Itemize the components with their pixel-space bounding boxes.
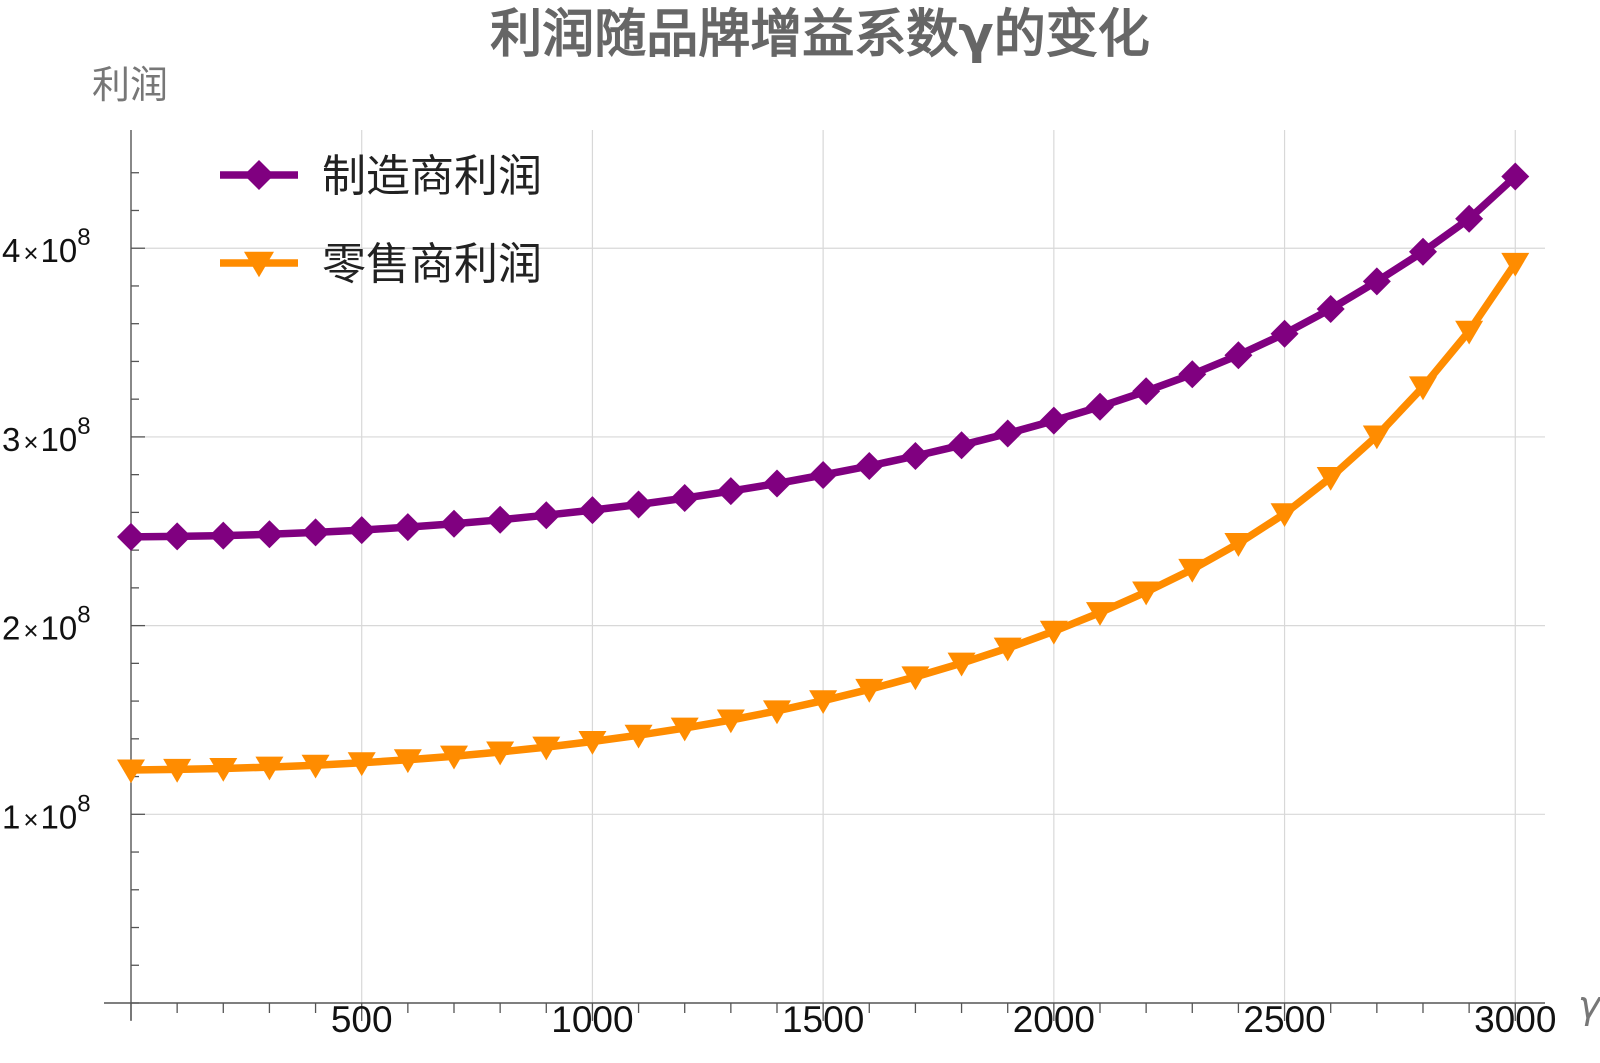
data-point bbox=[1455, 320, 1484, 345]
data-point bbox=[255, 756, 284, 781]
data-point bbox=[624, 490, 653, 519]
data-point bbox=[347, 516, 376, 545]
series-2 bbox=[117, 252, 1530, 784]
data-point bbox=[809, 461, 838, 490]
legend-item-1: 制造商利润 bbox=[220, 151, 542, 202]
legend-label: 制造商利润 bbox=[322, 151, 542, 202]
data-point bbox=[439, 745, 468, 770]
data-point bbox=[762, 700, 791, 725]
data-point bbox=[855, 451, 884, 480]
legend-marker bbox=[244, 160, 274, 190]
data-point bbox=[301, 754, 330, 779]
data-point bbox=[1039, 406, 1068, 435]
data-point bbox=[1085, 602, 1114, 626]
x-tick-label: 1500 bbox=[782, 999, 864, 1040]
data-point bbox=[670, 717, 699, 742]
data-point bbox=[1501, 252, 1530, 277]
data-point bbox=[1455, 204, 1484, 233]
data-point bbox=[439, 509, 468, 538]
x-tick-label: 1000 bbox=[551, 999, 633, 1040]
data-point bbox=[578, 496, 607, 525]
data-point bbox=[1408, 376, 1437, 401]
y-tick-label: 3 ×108 bbox=[2, 413, 91, 458]
data-point bbox=[393, 749, 422, 774]
data-point bbox=[809, 690, 838, 715]
x-tick-label: 2000 bbox=[1013, 999, 1095, 1040]
data-point bbox=[716, 477, 745, 506]
data-point bbox=[947, 431, 976, 460]
legend-item-2: 零售商利润 bbox=[220, 239, 542, 290]
data-point bbox=[1178, 558, 1207, 583]
x-tick-label: 500 bbox=[331, 999, 393, 1040]
y-axis-label: 利润 bbox=[92, 63, 168, 107]
data-point bbox=[670, 484, 699, 513]
data-point bbox=[624, 724, 653, 749]
x-axis-label: γ bbox=[1578, 983, 1600, 1027]
chart-title: 利润随品牌增益系数γ的变化 bbox=[490, 5, 1149, 65]
data-point bbox=[117, 759, 145, 784]
data-point bbox=[1408, 237, 1437, 266]
data-point bbox=[901, 441, 930, 470]
data-point bbox=[1362, 425, 1391, 450]
data-point bbox=[1270, 503, 1299, 528]
data-point bbox=[209, 521, 238, 550]
data-point bbox=[716, 709, 745, 734]
data-point bbox=[1362, 267, 1391, 296]
data-point bbox=[1039, 620, 1068, 645]
data-point bbox=[1132, 581, 1161, 606]
data-point bbox=[1270, 319, 1299, 348]
data-point bbox=[209, 757, 238, 782]
data-point bbox=[1224, 341, 1253, 370]
data-point bbox=[532, 736, 561, 761]
data-point bbox=[163, 522, 192, 551]
data-point bbox=[947, 652, 976, 677]
x-tick-label: 3000 bbox=[1474, 999, 1556, 1040]
y-tick-label: 1 ×108 bbox=[2, 790, 91, 835]
data-point bbox=[578, 730, 607, 755]
data-point bbox=[762, 469, 791, 498]
legend-label: 零售商利润 bbox=[322, 239, 542, 290]
data-point bbox=[532, 501, 561, 530]
data-point bbox=[117, 522, 145, 551]
y-tick-label: 2 ×108 bbox=[2, 602, 91, 647]
data-point bbox=[901, 666, 930, 691]
axes bbox=[104, 130, 1545, 1020]
data-point bbox=[1501, 162, 1530, 191]
data-point bbox=[347, 752, 376, 777]
data-point bbox=[1132, 377, 1161, 406]
series-1 bbox=[117, 162, 1530, 551]
data-point bbox=[1224, 533, 1253, 557]
legend-marker bbox=[244, 251, 274, 278]
data-point bbox=[393, 513, 422, 542]
data-point bbox=[163, 758, 192, 783]
x-tick-label: 2500 bbox=[1243, 999, 1325, 1040]
y-tick-label: 4 ×108 bbox=[2, 224, 91, 269]
data-point bbox=[993, 419, 1022, 448]
tick-marks bbox=[130, 172, 1516, 1021]
tick-labels: 500 1000 1500 2000 2500 3000 1 ×108 2 ×108 3 ×108 4 ×… bbox=[2, 224, 1556, 1040]
data-point bbox=[1178, 360, 1207, 389]
data-point bbox=[301, 518, 330, 547]
data-point bbox=[486, 741, 515, 766]
data-point bbox=[1085, 392, 1114, 421]
data-point bbox=[1316, 294, 1345, 323]
data-point bbox=[486, 505, 515, 534]
data-point bbox=[255, 520, 284, 549]
data-point bbox=[993, 637, 1022, 662]
series-layer bbox=[117, 162, 1530, 784]
data-point bbox=[1316, 466, 1345, 491]
data-point bbox=[855, 678, 884, 703]
